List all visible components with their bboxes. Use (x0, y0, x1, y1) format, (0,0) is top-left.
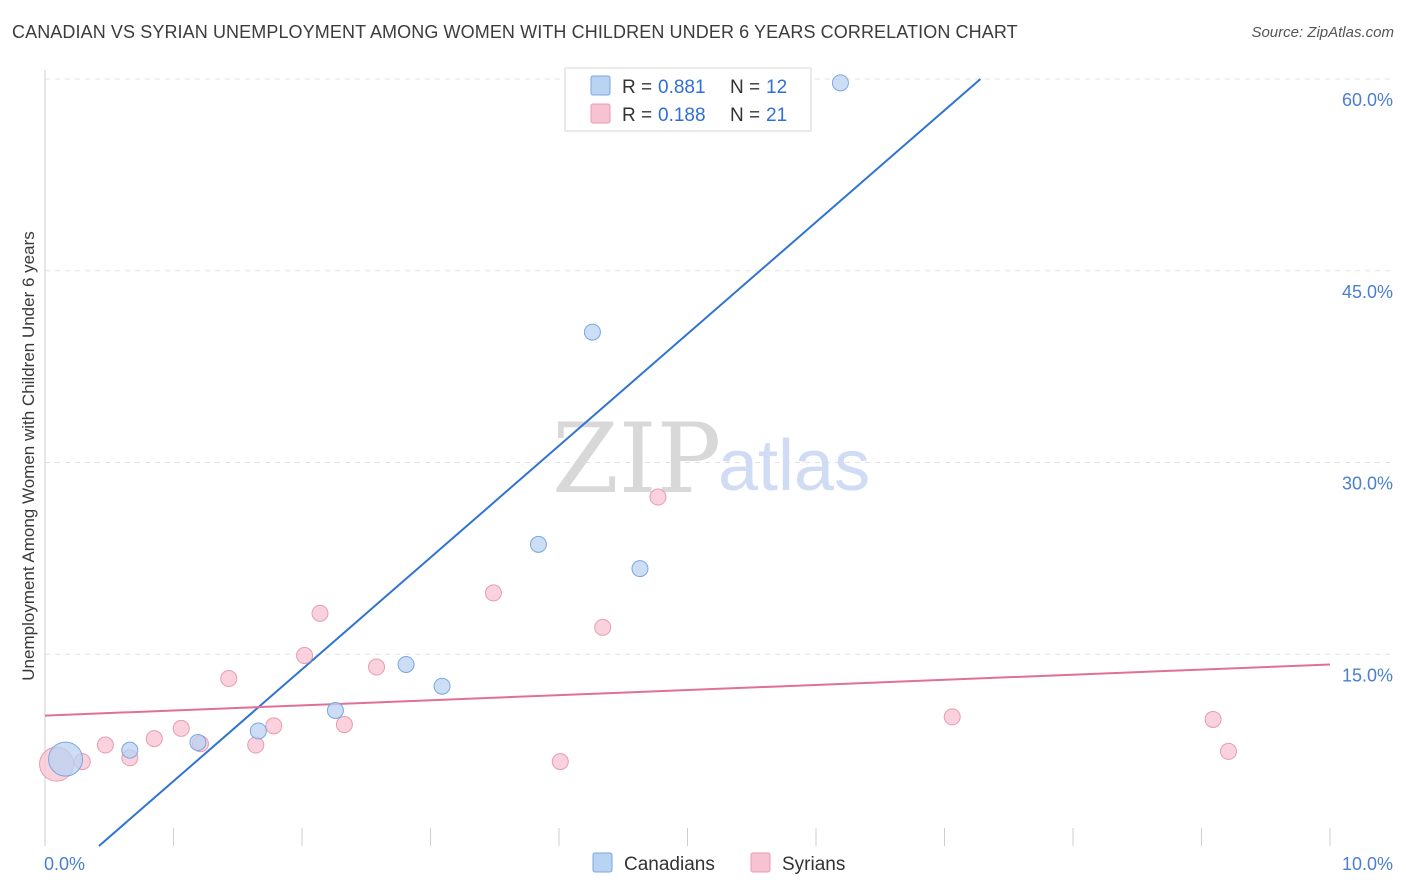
syrians-point[interactable] (1204, 710, 1222, 728)
y-tick-label: 45.0% (1342, 282, 1393, 302)
watermark: ZIP atlas (552, 403, 870, 515)
legend-syrians-swatch[interactable] (750, 852, 771, 873)
legend-n-value-canadians: 12 (766, 77, 787, 98)
syrians-trend-line (44, 663, 1331, 717)
legend-canadians-label[interactable]: Canadians (624, 854, 715, 875)
canadians-point[interactable] (631, 560, 649, 578)
canadians-swatch (590, 75, 611, 96)
watermark-zip: ZIP (552, 403, 721, 515)
source-label: Source: ZipAtlas.com (1251, 24, 1394, 41)
syrians-swatch (590, 103, 611, 124)
x-tick-label: 10.0% (1342, 854, 1393, 874)
canadians-point[interactable] (433, 677, 451, 695)
syrians-point[interactable] (265, 717, 283, 735)
canadians-point[interactable] (189, 733, 207, 751)
legend-r-value-syrians: 0.188 (658, 105, 706, 126)
legend-r-value-canadians: 0.881 (658, 77, 706, 98)
canadians-point[interactable] (48, 741, 84, 777)
y-tick-label: 15.0% (1342, 665, 1393, 685)
canadians-point[interactable] (529, 535, 547, 553)
legend-r-label-syrians: R = (622, 105, 652, 126)
syrians-point[interactable] (1219, 742, 1237, 760)
series-legend: Canadians Syrians (592, 852, 845, 875)
canadians-point[interactable] (326, 701, 344, 719)
syrians-point[interactable] (145, 730, 163, 748)
trend-lines (44, 78, 1331, 847)
canadians-point[interactable] (397, 655, 415, 673)
legend-canadians-swatch[interactable] (592, 852, 613, 873)
canadians-point[interactable] (121, 741, 139, 759)
correlation-legend: R = 0.881 N = 12 R = 0.188 N = 21 (564, 67, 812, 132)
y-tick-label: 60.0% (1342, 90, 1393, 110)
syrians-point[interactable] (296, 647, 314, 665)
canadians-point[interactable] (249, 722, 267, 740)
legend-n-value-syrians: 21 (766, 105, 787, 126)
data-points (39, 74, 1237, 782)
canadians-point[interactable] (583, 323, 601, 341)
y-axis-label: Unemployment Among Women with Children U… (19, 231, 38, 680)
legend-syrians-label[interactable]: Syrians (782, 854, 845, 875)
syrians-point[interactable] (220, 670, 238, 688)
syrians-point[interactable] (368, 658, 386, 676)
syrians-point[interactable] (484, 584, 502, 602)
y-tick-label: 30.0% (1342, 474, 1393, 494)
canadians-trend-line (98, 78, 982, 847)
canadians-point[interactable] (831, 74, 849, 92)
syrians-point[interactable] (943, 708, 961, 726)
syrians-point[interactable] (172, 719, 190, 737)
x-tick-label: 0.0% (44, 854, 85, 874)
syrians-point[interactable] (649, 488, 667, 506)
syrians-point[interactable] (247, 736, 265, 754)
legend-r-label-canadians: R = (622, 77, 652, 98)
syrians-point[interactable] (311, 604, 329, 622)
tick-labels: 15.0% 30.0% 45.0% 60.0% 0.0% 10.0% (44, 90, 1393, 874)
legend-n-label-canadians: N = (730, 77, 760, 98)
legend-n-label-syrians: N = (730, 105, 760, 126)
watermark-atlas: atlas (718, 426, 870, 506)
axes (44, 70, 1331, 846)
syrians-point[interactable] (335, 716, 353, 734)
syrians-point[interactable] (594, 618, 612, 636)
syrians-point[interactable] (96, 736, 114, 754)
syrians-point[interactable] (551, 753, 569, 771)
chart-title: CANADIAN VS SYRIAN UNEMPLOYMENT AMONG WO… (12, 22, 1018, 42)
grid-lines (45, 78, 1395, 655)
